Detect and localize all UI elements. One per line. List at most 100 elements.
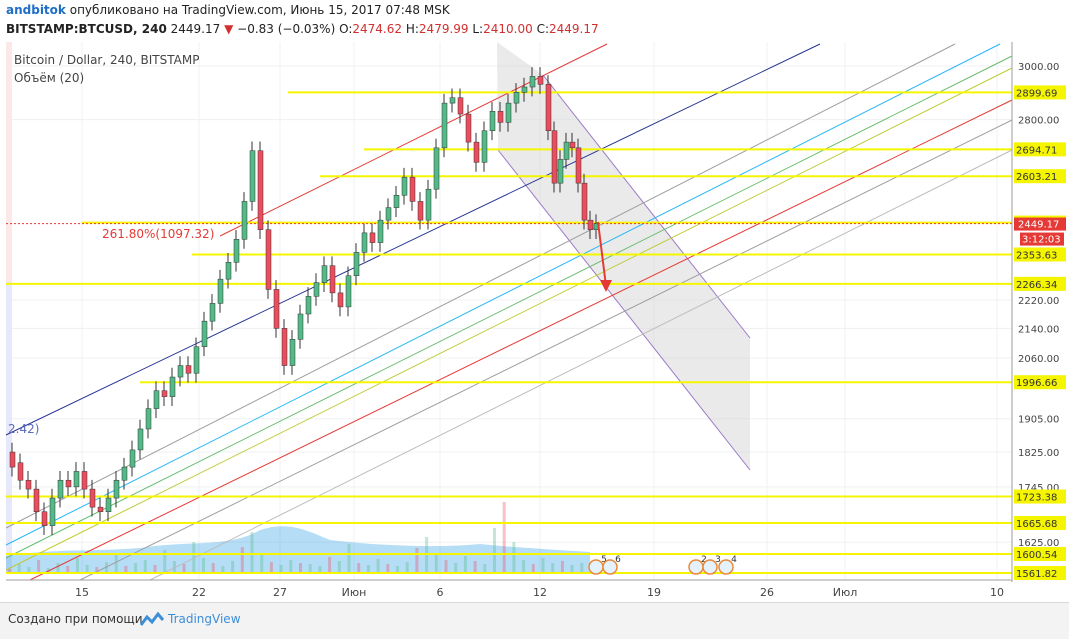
price-tick-label: 2140.00	[1018, 324, 1059, 335]
tradingview-logo-icon	[140, 611, 164, 626]
change-value: −0.83 (−0.03%)	[237, 22, 336, 36]
volume-bar	[75, 558, 79, 572]
level-price-label: 2266.34	[1016, 280, 1057, 291]
volume-bar	[143, 560, 147, 572]
candle-body	[425, 188, 432, 221]
level-price-box	[1014, 489, 1066, 504]
level-price-label: 1600.54	[1016, 550, 1057, 561]
candle-body	[345, 275, 352, 308]
volume-bar	[114, 554, 118, 572]
volume-bar	[347, 544, 351, 572]
price-tick-label: 3000.00	[1018, 62, 1059, 73]
time-tick-label: Июл	[833, 586, 858, 599]
volume-bar	[405, 562, 409, 572]
price-chart[interactable]: 3000.00 2800.00 2220.00 2140.00 2060.00 1905.…	[0, 0, 1069, 602]
close-value: 2449.17	[548, 22, 599, 36]
candle-body	[321, 265, 328, 283]
projection-arrow-line	[597, 221, 607, 287]
candle-body	[393, 195, 400, 208]
candle-body	[489, 111, 496, 132]
candle-body	[209, 303, 216, 322]
level-price-box	[1014, 546, 1066, 561]
volume-bar	[512, 542, 516, 572]
volume-bar	[66, 566, 70, 572]
volume-bar	[318, 566, 322, 572]
candle-body	[161, 390, 168, 397]
candle-body	[457, 97, 464, 115]
time-tick-label: 27	[273, 586, 287, 599]
low-value: 2410.00	[483, 22, 533, 36]
down-channel	[497, 42, 751, 471]
time-tick-label: 12	[533, 586, 547, 599]
volume-bar	[541, 558, 545, 572]
candle-body	[529, 76, 536, 88]
level-price-label: 1996.66	[1016, 378, 1057, 389]
volume-bar	[357, 563, 361, 572]
time-tick-label: Июн	[342, 586, 367, 599]
candle-body	[385, 207, 392, 221]
left-edge-label: 2.42)	[8, 422, 40, 436]
candle-body	[225, 262, 232, 280]
channel-top-line	[542, 74, 751, 339]
chart-header: andbitok опубликовано на TradingView.com…	[0, 0, 1069, 42]
candle-body	[33, 488, 40, 512]
candle-body	[513, 92, 520, 104]
time-tick-label: 6	[437, 586, 444, 599]
candle-body	[465, 113, 472, 143]
candle-body	[233, 239, 240, 263]
volume-bar	[376, 559, 380, 572]
level-price-box	[1014, 276, 1066, 291]
candle-body	[353, 252, 360, 277]
volume-bar	[211, 563, 215, 572]
candle-body	[433, 147, 440, 190]
candle-body	[329, 265, 336, 294]
volume-bar	[231, 561, 235, 572]
candle-body	[575, 147, 582, 184]
event-flag-icon	[718, 559, 734, 575]
left-edge-shade	[6, 42, 12, 282]
author-link[interactable]: andbitok	[6, 3, 66, 17]
candle-body	[9, 451, 16, 468]
price-tick-label: 2220.00	[1018, 296, 1059, 307]
trend-line	[5, 43, 821, 436]
countdown-label: 3:12:03	[1022, 235, 1061, 246]
time-tick-label: 19	[647, 586, 661, 599]
high-label: H:	[405, 22, 419, 36]
volume-area	[6, 526, 590, 572]
candle-body	[41, 511, 48, 526]
time-axis: 15 22 27 Июн 6 12 19 26 Июл 10	[6, 579, 1012, 599]
chart-annotations	[597, 221, 612, 292]
candle-body	[313, 282, 320, 297]
trend-line	[5, 55, 1013, 559]
candle-body	[521, 86, 528, 93]
volume-bar	[570, 565, 574, 572]
volume-bars	[6, 502, 590, 572]
price-axis: 3000.00 2800.00 2220.00 2140.00 2060.00 1905.…	[1011, 42, 1069, 582]
candle-body	[177, 365, 184, 378]
event-number: 2	[701, 555, 707, 565]
volume-bar	[299, 563, 302, 572]
candle-body	[25, 479, 32, 490]
candle-body	[97, 506, 104, 512]
volume-bar	[463, 556, 467, 572]
volume-bar	[172, 561, 176, 572]
volume-bar	[17, 564, 21, 572]
level-price-label: 1561.82	[1016, 569, 1057, 580]
candle-body	[49, 497, 56, 526]
last-price-box	[1014, 217, 1066, 231]
volume-bar	[560, 561, 564, 572]
volume-bar	[124, 566, 128, 572]
volume-bar	[134, 563, 138, 572]
level-price-box	[1014, 85, 1066, 100]
time-tick-label: 10	[990, 586, 1004, 599]
volume-title: Объём (20)	[14, 71, 85, 85]
level-price-box	[1014, 566, 1066, 580]
trend-lines	[5, 43, 1013, 581]
made-with-text: Создано при помощи	[8, 612, 143, 626]
candle-body	[201, 320, 208, 347]
price-tick-label: 1625.00	[1018, 538, 1059, 549]
candle-body	[193, 346, 200, 374]
tradingview-link[interactable]: TradingView	[168, 612, 241, 626]
volume-bar	[308, 564, 312, 572]
event-flag-icon	[702, 559, 718, 575]
